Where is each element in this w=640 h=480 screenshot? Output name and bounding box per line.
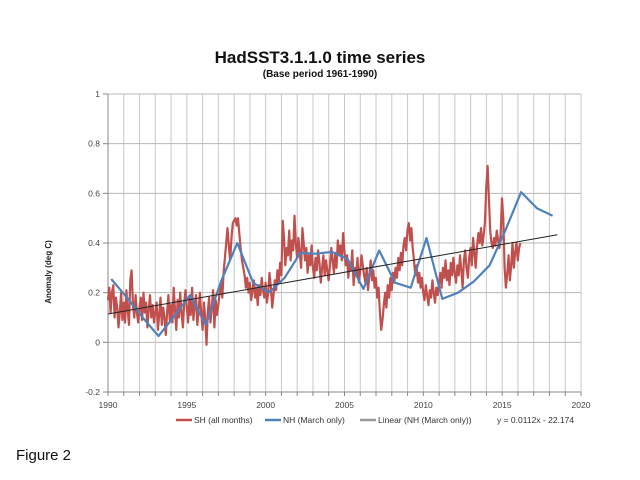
y-tick-label: 0 — [95, 337, 100, 347]
legend-sh: SH (all months) — [176, 415, 253, 425]
legend-nh-label: NH (March only) — [283, 415, 345, 425]
nh-series-line — [110, 191, 554, 338]
legend-sh-label: SH (all months) — [194, 415, 253, 425]
x-tick-label: 2015 — [493, 400, 512, 410]
sh-series-line — [106, 164, 522, 346]
trendline-equation: y = 0.0112x - 22.174 — [497, 415, 574, 425]
legend-linear-label: Linear (NH (March only)) — [378, 415, 472, 425]
figure-label: Figure 2 — [16, 447, 72, 464]
x-tick-label: 1990 — [99, 400, 118, 410]
x-tick-label: 1995 — [177, 400, 196, 410]
x-tick-label: 2005 — [335, 400, 354, 410]
y-tick-label: 0.4 — [88, 238, 100, 248]
series-layer — [106, 164, 558, 346]
x-tick-label: 2000 — [256, 400, 275, 410]
chart-title: HadSST3.1.1.0 time series — [214, 48, 426, 67]
legend-nh: NH (March only) — [265, 415, 345, 425]
y-tick-label: 0.2 — [88, 288, 100, 298]
y-tick-label: 1 — [95, 89, 100, 99]
axes: -0.2 0 0.2 0.4 0.6 0.8 1 1990 1995 2000 2005 2010 20… — [85, 89, 590, 410]
chart-subtitle: (Base period 1961-1990) — [262, 69, 378, 80]
x-tick-label: 2020 — [572, 400, 591, 410]
y-tick-label: -0.2 — [85, 387, 100, 397]
x-tick-label: 2010 — [414, 400, 433, 410]
trendline — [107, 234, 558, 315]
y-tick-label: 0.6 — [88, 188, 100, 198]
legend-linear: Linear (NH (March only)) — [360, 415, 472, 425]
y-tick-label: 0.8 — [88, 139, 100, 149]
legend: SH (all months) NH (March only) Linear (NH… — [176, 415, 574, 425]
